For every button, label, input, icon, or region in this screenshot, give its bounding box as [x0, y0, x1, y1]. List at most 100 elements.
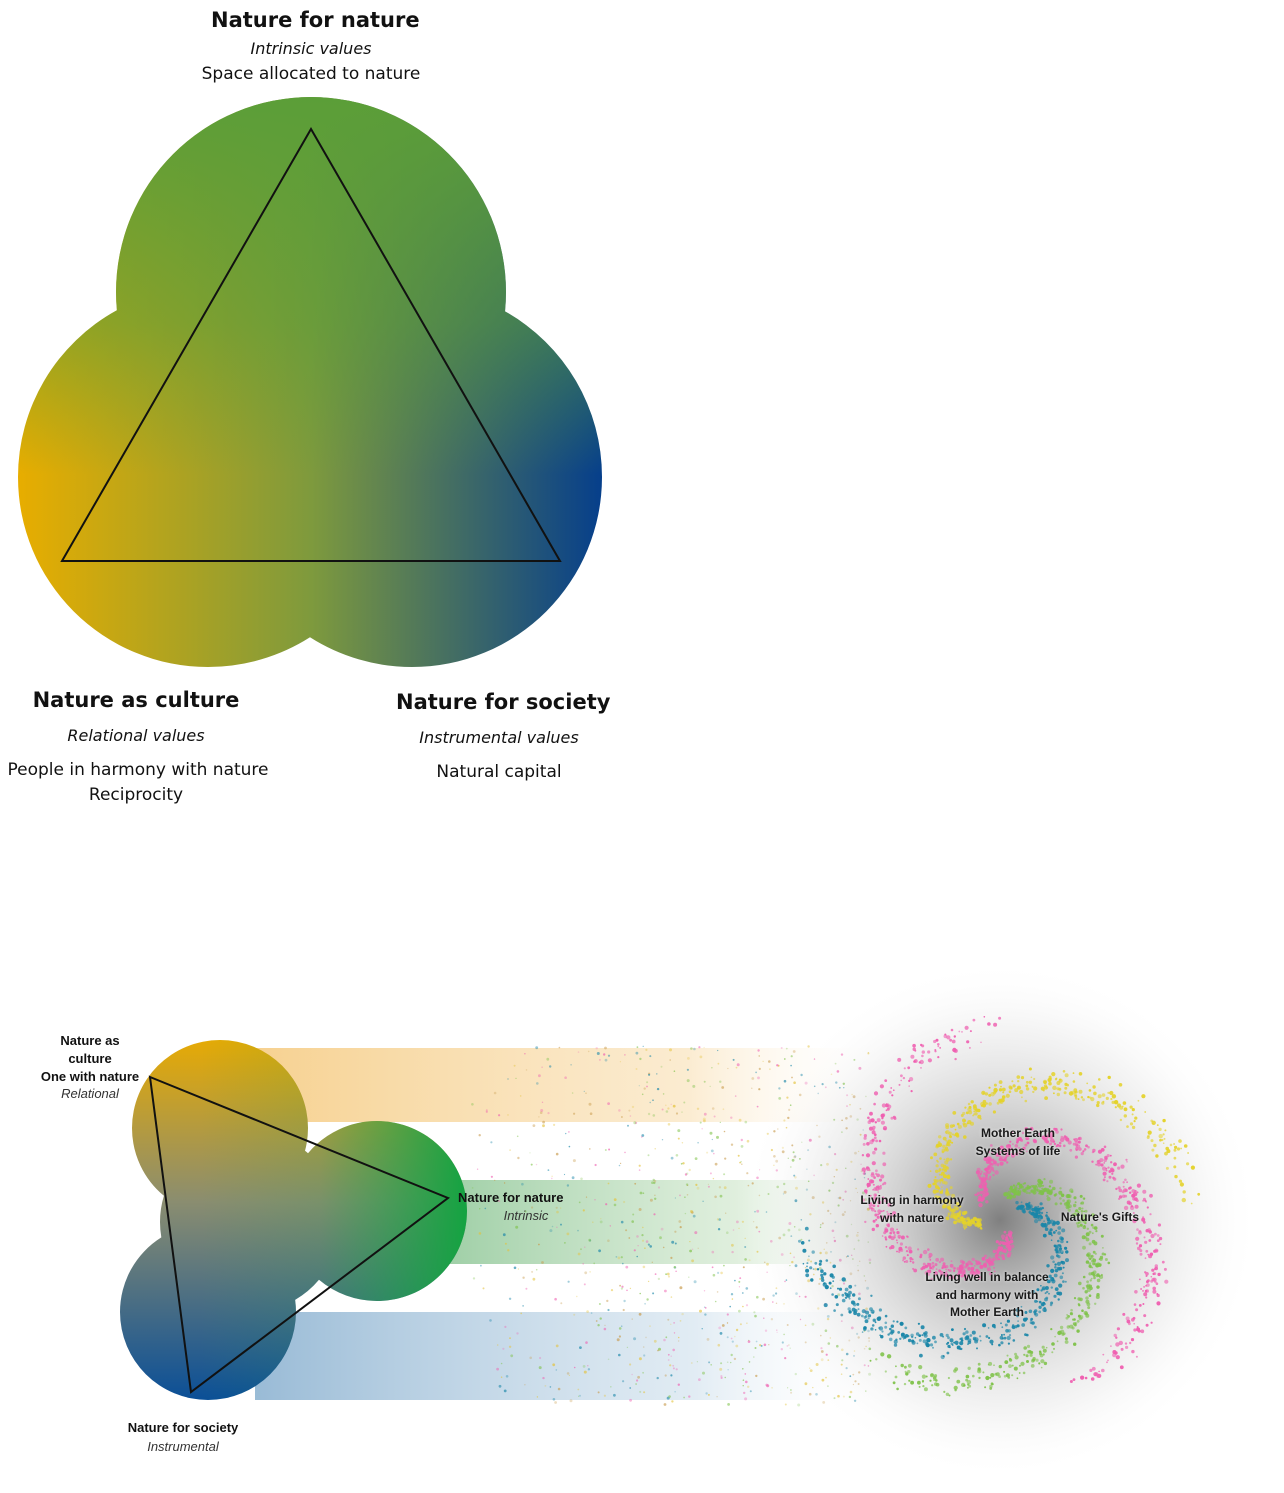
band-speck [742, 1379, 745, 1381]
band-speck [582, 1209, 585, 1212]
band-speck [613, 1198, 617, 1201]
galaxy-speck [874, 1147, 878, 1151]
galaxy-speck [989, 1376, 992, 1379]
band-speck [530, 1163, 533, 1166]
galaxy-speck [940, 1257, 945, 1262]
band-speck [720, 1376, 723, 1379]
galaxy-speck [987, 1150, 991, 1154]
galaxy-speck [1082, 1150, 1085, 1153]
galaxy-speck [970, 1121, 974, 1126]
galaxy-speck [946, 1199, 951, 1204]
galaxy-speck [918, 1338, 922, 1342]
galaxy-speck [1003, 1193, 1007, 1197]
galaxy-speck [989, 1144, 993, 1147]
galaxy-speck [806, 1262, 809, 1265]
band-speck [671, 1400, 674, 1403]
band-speck [741, 1292, 744, 1294]
galaxy-speck [1031, 1321, 1035, 1325]
band-speck [535, 1268, 538, 1271]
galaxy-speck [965, 1111, 969, 1115]
galaxy-speck [1083, 1210, 1086, 1213]
galaxy-speck [881, 1330, 884, 1333]
galaxy-speck [1078, 1281, 1082, 1286]
band-speck [726, 1231, 729, 1234]
band-speck [621, 1285, 624, 1288]
galaxy-speck [805, 1268, 810, 1273]
galaxy-speck [1158, 1127, 1162, 1131]
band-speck [524, 1210, 527, 1213]
galaxy-speck [890, 1245, 895, 1249]
galaxy-speck [908, 1249, 913, 1254]
galaxy-speck [1150, 1275, 1153, 1278]
galaxy-speck [1053, 1092, 1055, 1095]
galaxy-speck [983, 1265, 987, 1268]
galaxy-speck [1150, 1233, 1155, 1239]
galaxy-speck [961, 1219, 965, 1224]
galaxy-speck [1058, 1266, 1063, 1271]
band-speck [702, 1371, 705, 1375]
galaxy-speck [905, 1250, 909, 1253]
band-speck [735, 1066, 738, 1069]
band-speck [583, 1370, 587, 1374]
band-speck [636, 1046, 639, 1049]
band-speck [692, 1084, 696, 1088]
galaxy-speck [1039, 1202, 1043, 1206]
galaxy-speck [1012, 1195, 1015, 1197]
galaxy-speck [1109, 1090, 1114, 1096]
galaxy-speck [1025, 1354, 1029, 1358]
band-speck [497, 1199, 501, 1203]
galaxy-speck [920, 1067, 922, 1069]
galaxy-speck [963, 1135, 967, 1139]
galaxy-speck [841, 1277, 846, 1282]
band-speck [797, 1403, 801, 1407]
galaxy-speck [971, 1268, 974, 1271]
galaxy-speck [945, 1157, 950, 1162]
galaxy-speck [937, 1045, 940, 1048]
band-speck [589, 1271, 591, 1273]
galaxy-speck [982, 1177, 987, 1182]
galaxy-speck [1102, 1100, 1105, 1103]
band-speck [490, 1175, 493, 1178]
galaxy-speck [898, 1083, 901, 1086]
band-speck [642, 1265, 646, 1269]
galaxy-speck [880, 1174, 885, 1179]
galaxy-speck [1103, 1145, 1107, 1149]
galaxy-speck [1129, 1122, 1134, 1126]
galaxy-speck [999, 1161, 1004, 1166]
galaxy-speck [1044, 1096, 1048, 1100]
galaxy-speck [947, 1344, 951, 1348]
galaxy-speck [932, 1346, 934, 1349]
band-speck [484, 1207, 487, 1210]
galaxy-speck [1046, 1279, 1051, 1284]
band-speck [748, 1361, 751, 1363]
band-speck [673, 1332, 676, 1334]
galaxy-speck [910, 1090, 913, 1093]
galaxy-speck [1039, 1351, 1042, 1354]
galaxy-speck [1083, 1148, 1087, 1151]
galaxy-speck [1075, 1222, 1079, 1225]
galaxy-speck [893, 1089, 895, 1091]
galaxy-speck [1026, 1141, 1030, 1145]
band-speck [588, 1102, 592, 1106]
galaxy-speck [900, 1074, 903, 1078]
galaxy-speck [913, 1268, 918, 1273]
band-speck [623, 1299, 626, 1303]
galaxy-speck [867, 1317, 870, 1320]
galaxy-speck [880, 1184, 882, 1187]
galaxy-speck [1000, 1322, 1002, 1325]
galaxy-speck [937, 1043, 940, 1046]
galaxy-speck [1016, 1075, 1021, 1079]
band-speck [502, 1347, 505, 1350]
galaxy-speck [816, 1268, 820, 1271]
band-speck [564, 1076, 567, 1079]
galaxy-speck [867, 1178, 870, 1180]
galaxy-speck [1102, 1178, 1106, 1182]
top-vertex-title: Nature for nature [211, 8, 420, 32]
band-speck [666, 1272, 670, 1276]
galaxy-speck [1056, 1340, 1059, 1343]
galaxy-speck [929, 1259, 932, 1261]
galaxy-speck [1085, 1144, 1088, 1148]
galaxy-speck [1122, 1101, 1127, 1105]
galaxy-speck [1059, 1137, 1065, 1143]
band-speck [785, 1047, 788, 1050]
